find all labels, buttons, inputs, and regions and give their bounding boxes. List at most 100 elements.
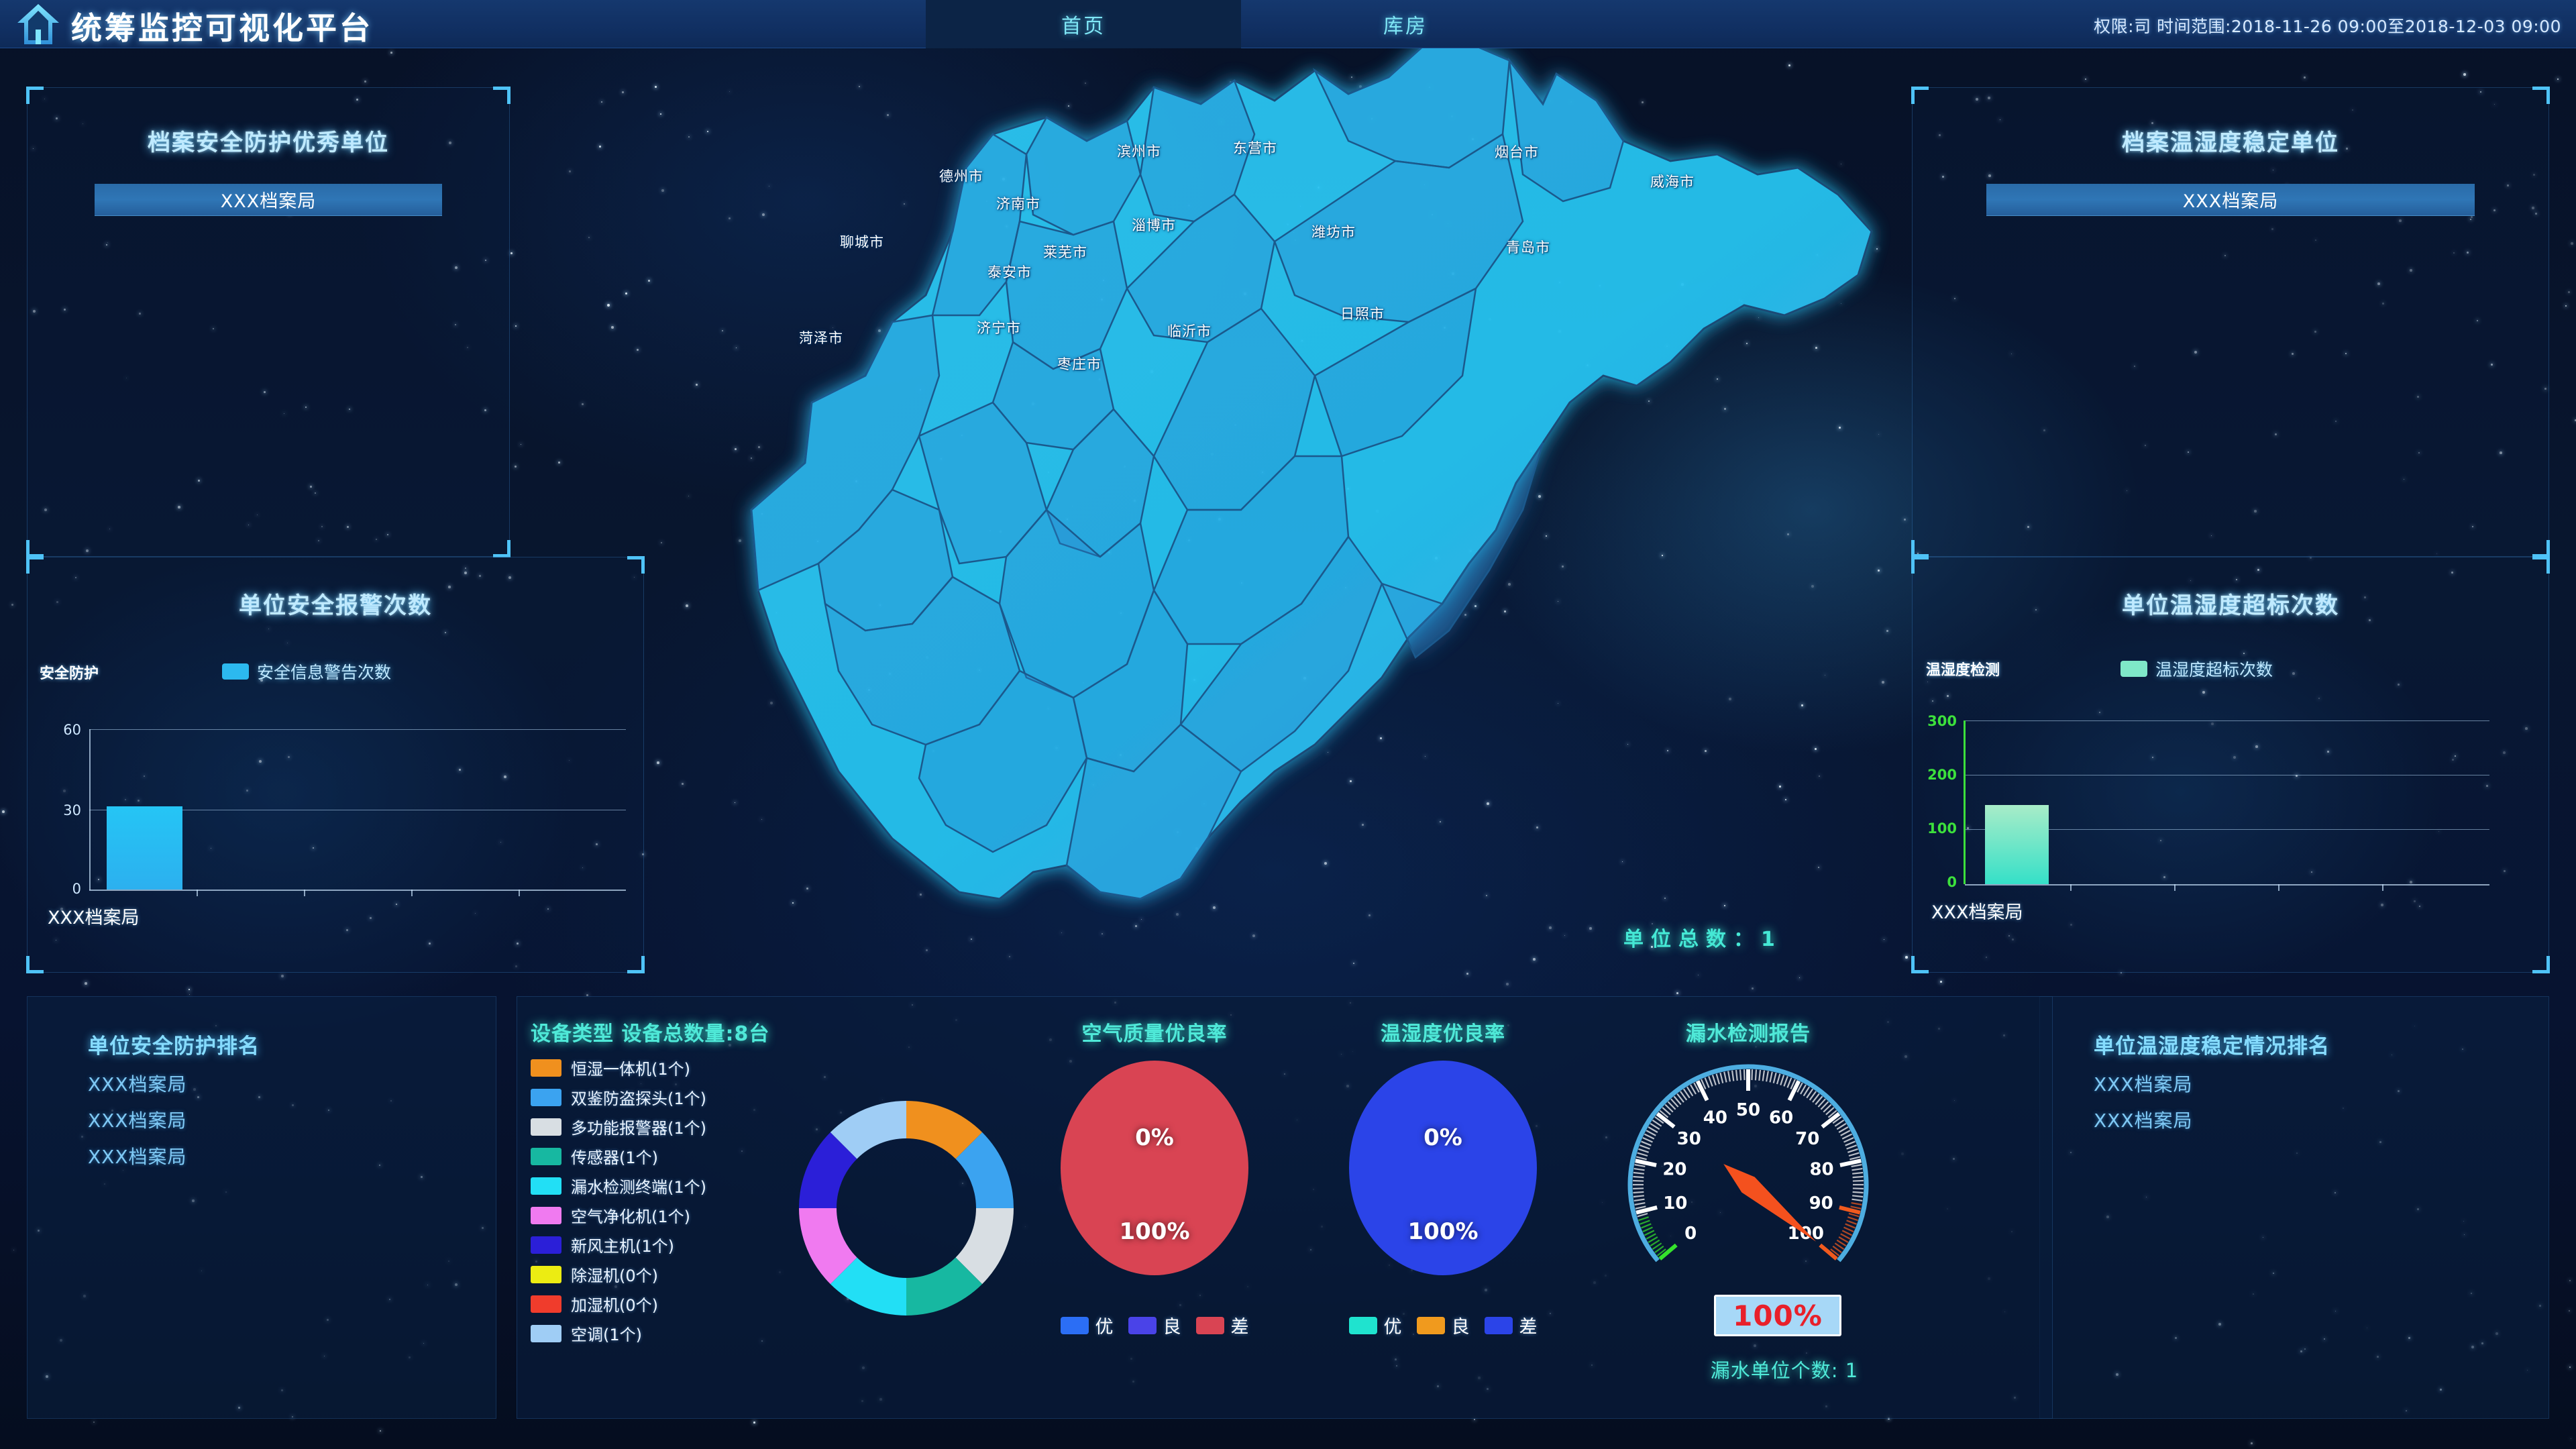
session-meta-info: 权限:司 时间范围:2018-11-26 09:00至2018-12-03 09… [2094, 17, 2561, 36]
donut-slice[interactable] [955, 1208, 1014, 1285]
y-tick-200: 200 [1927, 767, 1957, 783]
corner-bracket-tr [627, 556, 645, 574]
device-legend-item[interactable]: 加湿机(0个) [531, 1292, 866, 1316]
legend-swatch-icon [531, 1088, 561, 1106]
device-legend-item[interactable]: 传感器(1个) [531, 1144, 866, 1168]
x-axis-category-label: XXX档案局 [1931, 902, 2023, 923]
bar-xxx-archives[interactable] [107, 806, 182, 890]
gauge-tick-label: 60 [1769, 1108, 1793, 1128]
legend-swatch-icon [1195, 1316, 1224, 1334]
legend-swatch-icon [1060, 1316, 1089, 1334]
legend-swatch-icon [1348, 1316, 1377, 1334]
humidity-quality-legend[interactable]: 优 良 差 [1316, 1312, 1570, 1338]
x-axis-line [89, 890, 626, 891]
device-legend-item[interactable]: 空气净化机(1个) [531, 1203, 866, 1227]
device-legend-item[interactable]: 空调(1个) [531, 1322, 866, 1345]
leak-report-title: 漏水检测报告 [1686, 1022, 1811, 1046]
panel-title: 档案温湿度稳定单位 [2122, 129, 2339, 156]
donut-slice[interactable] [955, 1132, 1014, 1208]
corner-bracket-bl [1911, 540, 1929, 557]
air-quality-pie-chart[interactable] [1054, 1057, 1255, 1279]
app-header: 统筹监控可视化平台 首页 库房 权限:司 时间范围:2018-11-26 09:… [0, 0, 2576, 48]
y-tick-0: 0 [72, 881, 81, 897]
donut-slice[interactable] [830, 1101, 906, 1159]
x-tick-mark [2382, 884, 2383, 891]
legend-swatch-icon [531, 1177, 561, 1195]
bar-xxx-archives[interactable] [1985, 805, 2049, 884]
device-legend-item[interactable]: 除湿机(0个) [531, 1263, 866, 1286]
humidity-ranking-panel: 单位温湿度稳定情况排名 XXX档案局 XXX档案局 [2039, 996, 2549, 1419]
device-type-donut-chart[interactable] [786, 1087, 1027, 1329]
y-tick-300: 300 [1927, 713, 1957, 729]
left-chart-legend[interactable]: 安全信息警告次数 [222, 659, 391, 684]
device-legend-label: 恒湿一体机(1个) [571, 1060, 690, 1079]
unit-chip[interactable]: XXX档案局 [1986, 184, 2475, 216]
gauge-tick-label: 50 [1736, 1100, 1760, 1120]
donut-slice[interactable] [906, 1101, 983, 1159]
gauge-tick-label: 0 [1684, 1224, 1697, 1244]
ranking-list-item[interactable]: XXX档案局 [88, 1073, 187, 1095]
legend-label: 优 [1095, 1317, 1114, 1338]
tab-home[interactable]: 首页 [926, 0, 1241, 48]
humidity-quality-pie-chart[interactable] [1342, 1057, 1544, 1279]
air-pct-top: 0% [1135, 1124, 1174, 1151]
corner-bracket-tl [26, 556, 44, 574]
ranking-list: XXX档案局 XXX档案局 [2094, 1070, 2548, 1133]
legend-label: 温湿度超标次数 [2155, 660, 2273, 680]
legend-swatch-icon [1416, 1316, 1445, 1334]
donut-slice[interactable] [906, 1257, 983, 1316]
right-chart-legend[interactable]: 温湿度超标次数 [2121, 657, 2273, 681]
legend-swatch-icon [531, 1324, 561, 1342]
home-icon [17, 4, 59, 44]
ranking-title: 单位温湿度稳定情况排名 [2094, 1034, 2330, 1059]
y-tick-100: 100 [1927, 820, 1957, 837]
tab-storeroom[interactable]: 库房 [1383, 15, 1428, 38]
corner-bracket-tl [1911, 556, 1929, 574]
device-legend-label: 传感器(1个) [571, 1148, 658, 1167]
x-tick-mark [519, 890, 520, 896]
ranking-list: XXX档案局 XXX档案局 XXX档案局 [88, 1070, 496, 1169]
page-title: 统筹监控可视化平台 [71, 10, 373, 46]
legend-swatch-icon [531, 1118, 561, 1136]
security-alarm-chart-panel: 单位安全报警次数 安全防护 安全信息警告次数 60 30 0 XXX档案局 [26, 556, 645, 973]
donut-slice[interactable] [799, 1132, 857, 1208]
legend-swatch-icon [222, 663, 249, 680]
device-legend-label: 双鉴防盗探头(1个) [571, 1089, 706, 1108]
x-tick-mark [411, 890, 413, 896]
donut-slice[interactable] [830, 1257, 906, 1316]
donut-slice[interactable] [799, 1208, 857, 1285]
panel-title: 档案安全防护优秀单位 [148, 129, 389, 156]
device-legend-item[interactable]: 多功能报警器(1个) [531, 1115, 866, 1138]
corner-bracket-bl [1911, 956, 1929, 973]
gridline-100 [1965, 829, 2489, 830]
humid-pct-bottom: 100% [1407, 1218, 1479, 1245]
ranking-list-item[interactable]: XXX档案局 [88, 1146, 187, 1168]
unit-chip[interactable]: XXX档案局 [95, 184, 442, 216]
corner-bracket-bl [26, 540, 44, 557]
gauge-tick-label: 70 [1795, 1129, 1819, 1149]
device-legend-list[interactable]: 恒湿一体机(1个) 双鉴防盗探头(1个) 多功能报警器(1个) 传感器(1个) 漏水检测… [531, 1056, 866, 1345]
device-legend-item[interactable]: 双鉴防盗探头(1个) [531, 1085, 866, 1109]
legend-label: 差 [1519, 1317, 1538, 1338]
gauge-tick-label: 10 [1663, 1193, 1687, 1214]
unit-total-text: 单位总数：1 [1623, 928, 1782, 951]
x-tick-mark [2278, 884, 2279, 891]
gauge-value-readout: 100% [1714, 1295, 1841, 1336]
ranking-list-item[interactable]: XXX档案局 [2094, 1073, 2193, 1095]
legend-label: 优 [1383, 1317, 1402, 1338]
ranking-list-item[interactable]: XXX档案局 [88, 1110, 187, 1132]
ranking-list-item[interactable]: XXX档案局 [2094, 1110, 2193, 1132]
gauge-tick-label: 90 [1809, 1193, 1833, 1214]
device-legend-item[interactable]: 新风主机(1个) [531, 1233, 866, 1256]
corner-bracket-tl [26, 87, 44, 104]
air-quality-legend[interactable]: 优 良 差 [1027, 1312, 1282, 1338]
device-legend-item[interactable]: 恒湿一体机(1个) [531, 1056, 866, 1079]
humidity-quality-title: 温湿度优良率 [1381, 1022, 1505, 1046]
device-legend-item[interactable]: 漏水检测终端(1个) [531, 1174, 866, 1197]
legend-swatch-icon [531, 1236, 561, 1254]
corner-bracket-tr [2532, 87, 2550, 104]
humidity-exceed-chart-panel: 单位温湿度超标次数 温湿度检测 温湿度超标次数 300 200 100 0 XX… [1911, 556, 2550, 973]
right-chart-axis-name: 温湿度检测 [1926, 662, 2000, 679]
